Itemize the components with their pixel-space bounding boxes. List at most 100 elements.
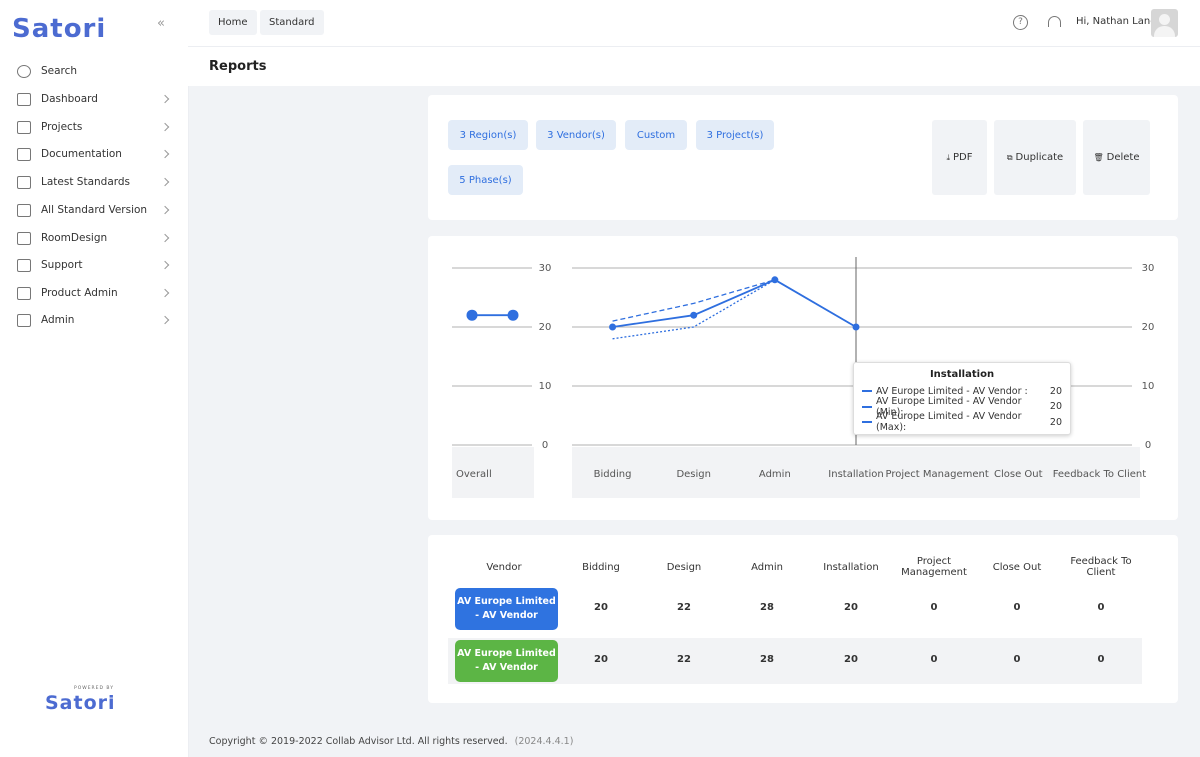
filter-chip[interactable]: 3 Region(s) xyxy=(448,120,528,150)
table-row-stripe xyxy=(448,638,1142,684)
table-cell: 20 xyxy=(844,602,858,613)
table-cell: 0 xyxy=(1013,602,1021,613)
vendor-button[interactable]: AV Europe Limited - AV Vendor xyxy=(455,588,558,630)
overall-band xyxy=(452,447,534,498)
support-icon[interactable] xyxy=(1048,16,1061,27)
menu-label: Product Admin xyxy=(41,287,118,299)
overall-point xyxy=(507,309,519,321)
chevron xyxy=(160,205,170,215)
series-line xyxy=(612,278,857,328)
tooltip-value: 20 xyxy=(1049,416,1062,428)
menu-item[interactable]: All Standard Version xyxy=(0,198,188,222)
table-cell: 28 xyxy=(760,654,774,665)
table-cell: 20 xyxy=(594,654,608,665)
menu-item[interactable]: Admin xyxy=(0,308,188,332)
chevron xyxy=(160,233,170,243)
menu-item[interactable]: Product Admin xyxy=(0,281,188,305)
menu-icon xyxy=(17,286,31,300)
greeting: Hi, Nathan Lane xyxy=(1076,16,1157,27)
y2-tick-label: 20 xyxy=(1142,322,1155,333)
tooltip-value: 20 xyxy=(1049,401,1062,412)
x-tick-label: Project Management xyxy=(886,469,989,480)
tooltip-row: AV Europe Limited - AV Vendor : 20 xyxy=(862,384,1062,398)
tooltip-label: AV Europe Limited - AV Vendor : xyxy=(876,385,1028,397)
table-cell: 0 xyxy=(1097,654,1105,665)
topbar: ? Hi, Nathan Lane Home Standard xyxy=(188,0,1200,47)
breadcrumb[interactable]: Standard xyxy=(260,10,324,35)
menu-item[interactable]: Support xyxy=(0,253,188,277)
chevron xyxy=(160,177,170,187)
menu-icon xyxy=(17,120,31,134)
collapse-button[interactable]: « xyxy=(157,16,165,31)
menu-label: Dashboard xyxy=(41,93,98,105)
series-line xyxy=(612,279,857,328)
breadcrumb[interactable]: Home xyxy=(209,10,257,35)
version: (2024.4.4.1) xyxy=(514,736,574,747)
vendor-button[interactable]: AV Europe Limited - AV Vendor xyxy=(455,640,558,682)
page-title: Reports xyxy=(209,59,267,74)
menu-item[interactable]: RoomDesign xyxy=(0,226,188,250)
menu-item[interactable]: Latest Standards xyxy=(0,170,188,194)
powered-by: POWERED BY xyxy=(73,686,114,691)
y-tick-label: 30 xyxy=(539,263,552,274)
menu-label: All Standard Version xyxy=(41,204,148,216)
table-header: Feedback To Client xyxy=(1070,556,1132,578)
tooltip-row: AV Europe Limited - AV Vendor (Min): 20 xyxy=(862,396,1062,418)
menu-label: Latest Standards xyxy=(41,176,131,188)
table-cell: 20 xyxy=(844,654,858,665)
menu-icon xyxy=(17,64,31,78)
action-icon: ⧉ xyxy=(1006,152,1013,162)
table-header: Close Out xyxy=(992,561,1042,573)
chevron xyxy=(160,149,170,159)
filter-chip[interactable]: 3 Project(s) xyxy=(696,120,774,150)
title-bar: Reports xyxy=(188,47,1200,86)
x-tick-label: Feedback To Client xyxy=(1053,469,1147,480)
chevron xyxy=(160,94,170,104)
action-label: PDF xyxy=(953,152,973,163)
category-band xyxy=(572,447,1140,498)
filter-chip[interactable]: Custom xyxy=(625,120,687,150)
action-button[interactable]: ⧉ Duplicate xyxy=(994,120,1076,195)
filter-chip[interactable]: 3 Vendor(s) xyxy=(536,120,616,150)
table-cell: 22 xyxy=(677,654,691,665)
table-cell: 0 xyxy=(930,602,938,613)
overall-point xyxy=(466,309,478,321)
action-icon: ⤓ xyxy=(946,152,951,162)
tooltip-label: AV Europe Limited - AV Vendor (Min): xyxy=(876,395,1022,418)
y-tick-label: 20 xyxy=(539,322,552,333)
y2-tick-label: 0 xyxy=(1145,440,1151,451)
y-tick-label: 0 xyxy=(542,440,548,451)
chevron xyxy=(160,122,170,132)
avatar[interactable] xyxy=(1151,9,1178,37)
table-cell: 20 xyxy=(594,602,608,613)
menu-item[interactable]: Documentation xyxy=(0,142,188,166)
chevron xyxy=(160,315,170,325)
tooltip-title: Installation xyxy=(929,369,995,380)
menu-label: Support xyxy=(41,259,83,271)
sidebar: Satori « Search Dashboard Projects Document… xyxy=(0,0,189,757)
action-icon: 🗑 xyxy=(1093,153,1104,162)
table-header: Design xyxy=(666,561,702,573)
tooltip: Installation AV Europe Limited - AV Vend… xyxy=(853,362,1071,435)
action-button[interactable]: ⤓ PDF xyxy=(932,120,987,195)
menu-label: Projects xyxy=(41,121,83,133)
table-cell: 0 xyxy=(1097,602,1105,613)
action-label: Duplicate xyxy=(1015,152,1064,163)
menu-item[interactable]: Dashboard xyxy=(0,87,188,111)
menu-item[interactable]: Projects xyxy=(0,115,188,139)
y-tick-label: 10 xyxy=(539,381,552,392)
x-tick-label: Close Out xyxy=(994,469,1043,480)
tooltip-swatch xyxy=(862,421,872,423)
help-icon[interactable]: ? xyxy=(1013,15,1028,30)
filter-chip[interactable]: 5 Phase(s) xyxy=(448,165,523,195)
brand-logo[interactable]: Satori xyxy=(12,14,107,44)
menu-item[interactable]: Search xyxy=(0,59,188,83)
menu-icon xyxy=(17,92,31,106)
tooltip-swatch xyxy=(862,390,872,392)
x-tick-label: Bidding xyxy=(594,469,632,480)
chevron xyxy=(160,260,170,270)
table-header: Installation xyxy=(823,561,879,573)
x-tick-label: Admin xyxy=(759,469,791,480)
menu-label: Search xyxy=(41,65,78,77)
action-button[interactable]: 🗑 Delete xyxy=(1083,120,1150,195)
